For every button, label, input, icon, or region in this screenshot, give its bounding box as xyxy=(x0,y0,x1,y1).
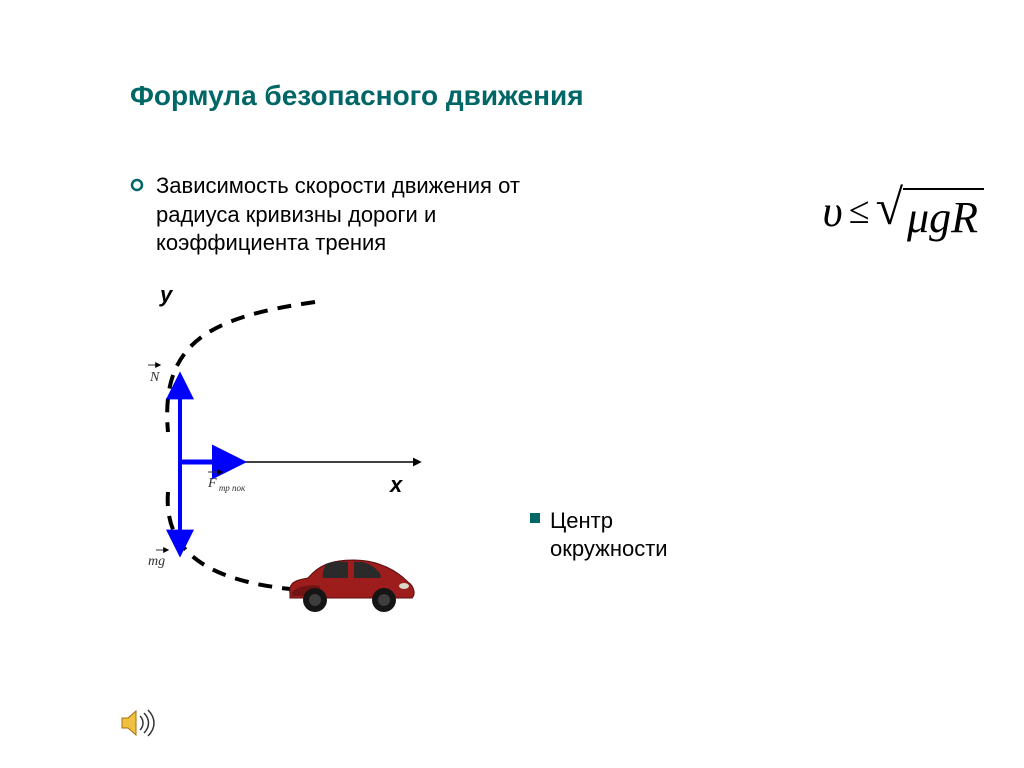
speaker-icon xyxy=(120,708,156,738)
formula-R: R xyxy=(951,193,978,242)
physics-diagram: y x xyxy=(90,262,460,642)
formula-radicand: μgR xyxy=(903,188,984,246)
ring-bullet-icon xyxy=(130,178,144,192)
vector-F-label: F тр пок xyxy=(208,476,245,493)
center-label-block: Центр окружности xyxy=(530,507,668,562)
bullet-text: Зависимость скорости движения от радиуса… xyxy=(156,172,576,258)
main-formula: υ ≤ √ μgR xyxy=(823,182,985,240)
center-label-line2: окружности xyxy=(550,535,668,563)
slide-title: Формула безопасного движения xyxy=(130,80,974,112)
vector-mg-label: mg xyxy=(148,554,165,570)
formula-surd-icon: √ xyxy=(876,178,903,236)
vector-N-label: N xyxy=(150,370,159,386)
square-bullet-icon xyxy=(530,513,540,523)
formula-mu: μ xyxy=(907,193,929,242)
formula-g: g xyxy=(929,193,951,242)
car-icon xyxy=(280,552,420,617)
center-label-line1: Центр xyxy=(550,507,668,535)
trajectory-arc xyxy=(167,302,315,432)
formula-le: ≤ xyxy=(849,189,870,233)
formula-upsilon: υ xyxy=(823,186,843,237)
